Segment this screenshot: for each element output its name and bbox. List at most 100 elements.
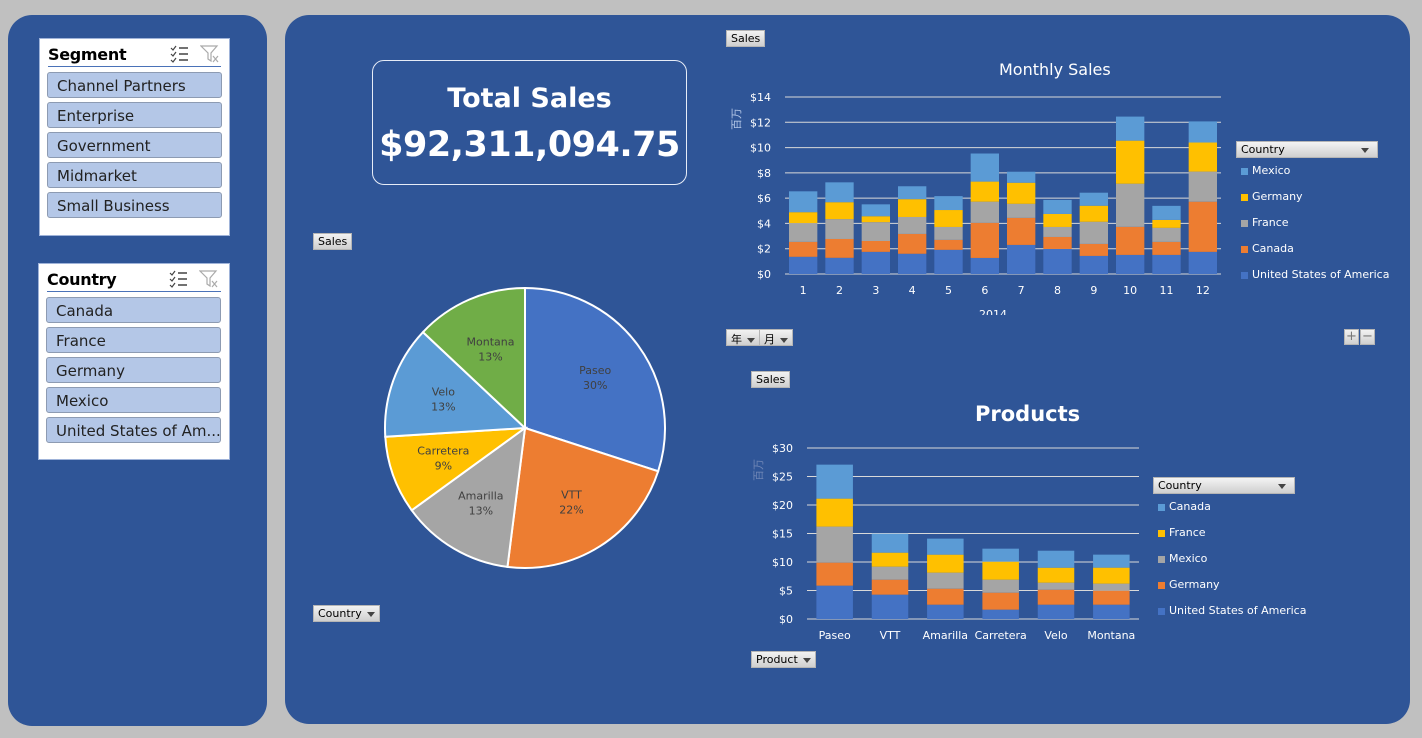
bar-segment-mexico[interactable] xyxy=(934,196,963,211)
pie-slice-montana[interactable] xyxy=(421,286,526,431)
bar-segment-mexico[interactable] xyxy=(871,566,909,580)
monthly-values-field-button[interactable]: Sales xyxy=(726,30,766,47)
legend-country-dropdown[interactable]: Country xyxy=(1236,141,1378,158)
bar-segment-canada[interactable] xyxy=(1093,554,1130,568)
bar-segment-canada[interactable] xyxy=(1115,226,1145,255)
bar-segment-united-states-of-america[interactable] xyxy=(1115,254,1145,274)
expand-field-button[interactable]: + xyxy=(1344,329,1359,345)
bar-segment-germany[interactable] xyxy=(897,199,927,217)
bar-segment-mexico[interactable] xyxy=(1006,171,1036,183)
slicer-item-canada[interactable]: Canada xyxy=(46,297,221,323)
pie-values-field-button[interactable]: Sales xyxy=(313,233,353,250)
bar-segment-germany[interactable] xyxy=(788,212,818,224)
bar-segment-united-states-of-america[interactable] xyxy=(861,251,891,274)
bar-segment-united-states-of-america[interactable] xyxy=(788,256,818,274)
pie-slice-carretera[interactable] xyxy=(384,426,529,512)
bar-segment-france[interactable] xyxy=(1043,226,1072,237)
bar-segment-united-states-of-america[interactable] xyxy=(897,253,927,274)
bar-segment-france[interactable] xyxy=(1152,227,1181,242)
bar-segment-france[interactable] xyxy=(970,201,1000,223)
bar-segment-germany[interactable] xyxy=(1079,205,1109,222)
bar-segment-mexico[interactable] xyxy=(816,526,853,563)
pie-slice-velo[interactable] xyxy=(384,330,528,438)
bar-segment-mexico[interactable] xyxy=(897,186,927,200)
bar-segment-france[interactable] xyxy=(788,223,818,242)
year-field-button[interactable]: 年 xyxy=(726,329,760,346)
bar-segment-france[interactable] xyxy=(927,554,964,573)
slicer-item-germany[interactable]: Germany xyxy=(46,357,221,383)
bar-segment-united-states-of-america[interactable] xyxy=(825,257,854,274)
bar-segment-united-states-of-america[interactable] xyxy=(871,594,909,619)
clear-filter-icon[interactable] xyxy=(199,45,220,63)
bar-segment-france[interactable] xyxy=(1093,567,1130,584)
month-field-button[interactable]: 月 xyxy=(759,329,793,346)
bar-segment-canada[interactable] xyxy=(1079,243,1109,256)
bar-segment-france[interactable] xyxy=(825,219,854,239)
multi-select-icon[interactable] xyxy=(170,45,190,63)
pie-slice-paseo[interactable] xyxy=(524,286,666,473)
bar-segment-france[interactable] xyxy=(1006,203,1036,218)
bar-segment-mexico[interactable] xyxy=(861,204,891,217)
bar-segment-germany[interactable] xyxy=(970,181,1000,202)
bar-segment-germany[interactable] xyxy=(982,592,1019,610)
product-field-button[interactable]: Product xyxy=(751,651,816,668)
bar-segment-united-states-of-america[interactable] xyxy=(970,257,1000,274)
bar-segment-united-states-of-america[interactable] xyxy=(1043,248,1072,274)
bar-segment-united-states-of-america[interactable] xyxy=(1079,255,1109,274)
bar-segment-canada[interactable] xyxy=(1188,201,1218,252)
bar-segment-united-states-of-america[interactable] xyxy=(1152,254,1181,274)
bar-segment-france[interactable] xyxy=(871,552,909,567)
bar-segment-france[interactable] xyxy=(934,226,963,240)
bar-segment-canada[interactable] xyxy=(816,464,853,499)
bar-segment-canada[interactable] xyxy=(861,241,891,252)
bar-segment-mexico[interactable] xyxy=(1152,205,1181,220)
bar-segment-france[interactable] xyxy=(1037,567,1075,583)
slicer-item-midmarket[interactable]: Midmarket xyxy=(47,162,222,188)
clear-filter-icon[interactable] xyxy=(198,270,219,288)
slicer-item-government[interactable]: Government xyxy=(47,132,222,158)
bar-segment-germany[interactable] xyxy=(1093,590,1130,605)
bar-segment-germany[interactable] xyxy=(1006,182,1036,204)
bar-segment-germany[interactable] xyxy=(861,216,891,223)
bar-segment-mexico[interactable] xyxy=(1043,199,1072,214)
bar-segment-mexico[interactable] xyxy=(825,182,854,203)
legend-country-dropdown[interactable]: Country xyxy=(1153,477,1295,494)
bar-segment-united-states-of-america[interactable] xyxy=(1093,604,1130,619)
bar-segment-mexico[interactable] xyxy=(1188,121,1218,143)
bar-segment-france[interactable] xyxy=(1188,171,1218,202)
bar-segment-france[interactable] xyxy=(982,561,1019,580)
slicer-item-small-business[interactable]: Small Business xyxy=(47,192,222,218)
bar-segment-united-states-of-america[interactable] xyxy=(1188,251,1218,274)
bar-segment-germany[interactable] xyxy=(825,202,854,220)
bar-segment-germany[interactable] xyxy=(1037,589,1075,605)
bar-segment-france[interactable] xyxy=(861,222,891,242)
bar-segment-canada[interactable] xyxy=(927,538,964,555)
slicer-item-france[interactable]: France xyxy=(46,327,221,353)
bar-segment-mexico[interactable] xyxy=(1037,582,1075,590)
bar-segment-canada[interactable] xyxy=(1006,217,1036,245)
bar-segment-mexico[interactable] xyxy=(1115,116,1145,141)
bar-segment-mexico[interactable] xyxy=(788,191,818,213)
bar-segment-canada[interactable] xyxy=(934,239,963,250)
bar-segment-united-states-of-america[interactable] xyxy=(927,604,964,619)
slicer-item-enterprise[interactable]: Enterprise xyxy=(47,102,222,128)
slicer-item-channel-partners[interactable]: Channel Partners xyxy=(47,72,222,98)
bar-segment-germany[interactable] xyxy=(927,588,964,605)
pie-slice-vtt[interactable] xyxy=(506,426,660,569)
bar-segment-canada[interactable] xyxy=(1043,236,1072,249)
bar-segment-germany[interactable] xyxy=(871,579,909,595)
bar-segment-canada[interactable] xyxy=(1152,241,1181,255)
bar-segment-united-states-of-america[interactable] xyxy=(816,585,853,619)
bar-segment-germany[interactable] xyxy=(1188,142,1218,172)
bar-segment-canada[interactable] xyxy=(825,238,854,258)
bar-segment-mexico[interactable] xyxy=(970,153,1000,182)
bar-segment-france[interactable] xyxy=(1079,221,1109,244)
bar-segment-united-states-of-america[interactable] xyxy=(1037,604,1075,619)
bar-segment-united-states-of-america[interactable] xyxy=(1006,244,1036,274)
bar-segment-mexico[interactable] xyxy=(927,572,964,589)
bar-segment-canada[interactable] xyxy=(897,233,927,254)
collapse-field-button[interactable]: − xyxy=(1360,329,1375,345)
bar-segment-mexico[interactable] xyxy=(1093,583,1130,591)
bar-segment-france[interactable] xyxy=(1115,183,1145,227)
bar-segment-canada[interactable] xyxy=(871,533,909,553)
